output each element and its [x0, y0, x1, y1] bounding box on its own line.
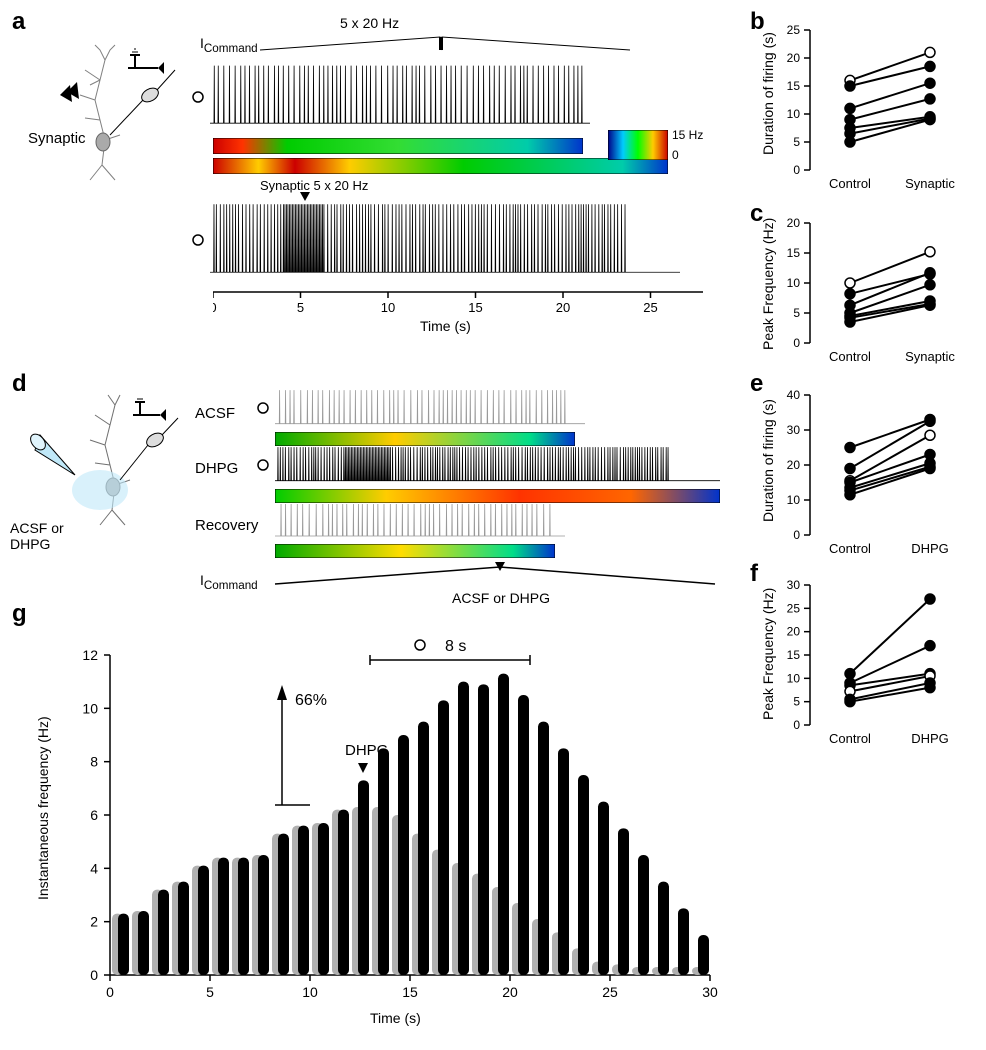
panel-a-xlabel: Time (s) [420, 318, 471, 334]
svg-text:20: 20 [787, 216, 801, 230]
dhpg-trace-label: DHPG [195, 460, 238, 477]
svg-text:5: 5 [793, 135, 800, 149]
icommand-label-d: ICommand [200, 572, 258, 592]
svg-text:30: 30 [787, 423, 801, 437]
spike-trace-dhpg [255, 445, 725, 487]
svg-text:20: 20 [787, 51, 801, 65]
svg-text:0: 0 [90, 967, 98, 983]
svg-text:5: 5 [297, 300, 304, 315]
spike-trace-recovery [255, 502, 725, 542]
svg-text:Control: Control [829, 349, 871, 364]
panel-c-plot: 0 5 10 15 20 Control Synaptic [775, 215, 975, 365]
svg-text:15: 15 [787, 246, 801, 260]
panel-g-barchart: 0 2 4 6 8 10 12 0 5 10 15 20 25 30 8 s 66% DHPG [50, 625, 730, 1025]
panel-b-plot: 0 5 10 15 20 25 Control Synaptic [775, 20, 975, 190]
svg-text:10: 10 [787, 493, 801, 507]
svg-text:12: 12 [82, 647, 98, 663]
panel-e-plot: 0 10 20 30 40 Control DHPG [775, 385, 975, 555]
svg-text:0: 0 [793, 528, 800, 542]
svg-text:25: 25 [787, 601, 801, 615]
svg-text:0: 0 [793, 718, 800, 732]
svg-text:Synaptic: Synaptic [905, 349, 955, 364]
svg-text:10: 10 [381, 300, 395, 315]
svg-text:10: 10 [787, 276, 801, 290]
svg-text:15: 15 [787, 648, 801, 662]
svg-text:Control: Control [829, 176, 871, 190]
heatmap-dhpg [275, 489, 720, 503]
colorbar-max: 15 Hz [672, 128, 703, 142]
panel-a-neuron-schematic [30, 40, 180, 190]
svg-text:Control: Control [829, 731, 871, 745]
svg-text:5: 5 [793, 306, 800, 320]
panel-label-f: f [750, 560, 758, 588]
panel-f-ylabel: Peak Frequency (Hz) [760, 588, 776, 720]
stim-5x20hz-label: 5 x 20 Hz [340, 15, 399, 31]
svg-text:0: 0 [213, 300, 217, 315]
panel-g-ylabel: Instantaneous frequency (Hz) [35, 716, 51, 900]
colorbar-min: 0 [672, 148, 679, 162]
heatmap-1 [213, 138, 583, 154]
acsf-or-dhpg-puff: ACSF or DHPG [452, 590, 550, 606]
acsf-trace-label: ACSF [195, 405, 235, 422]
svg-text:10: 10 [302, 984, 318, 1000]
spike-trace-1 [190, 62, 700, 134]
icommand-ramp-d [270, 562, 730, 590]
svg-text:10: 10 [787, 671, 801, 685]
icommand-ramp-a [200, 35, 690, 60]
svg-text:30: 30 [787, 578, 801, 592]
svg-text:25: 25 [602, 984, 618, 1000]
annotation-66pct: 66% [295, 692, 327, 709]
synaptic-5x20-label: Synaptic 5 x 20 Hz [260, 178, 368, 193]
svg-text:DHPG: DHPG [911, 541, 949, 555]
svg-text:0: 0 [793, 163, 800, 177]
svg-text:0: 0 [793, 336, 800, 350]
svg-text:20: 20 [502, 984, 518, 1000]
heatmap-2 [213, 158, 668, 174]
panel-a-xaxis: 0 5 10 15 20 25 [213, 290, 703, 320]
svg-text:5: 5 [793, 695, 800, 709]
svg-text:25: 25 [787, 23, 801, 37]
svg-text:2: 2 [90, 914, 98, 930]
svg-text:4: 4 [90, 860, 98, 876]
heatmap-acsf [275, 432, 575, 446]
svg-text:Control: Control [829, 541, 871, 555]
svg-text:DHPG: DHPG [911, 731, 949, 745]
svg-text:5: 5 [206, 984, 214, 1000]
svg-text:20: 20 [787, 458, 801, 472]
svg-text:15: 15 [787, 79, 801, 93]
svg-text:40: 40 [787, 388, 801, 402]
panel-label-g: g [12, 600, 27, 628]
svg-text:15: 15 [468, 300, 482, 315]
synaptic-label: Synaptic [28, 130, 86, 147]
svg-text:20: 20 [787, 625, 801, 639]
panel-f-plot: 0 5 10 15 20 25 30 Control DHPG [775, 575, 975, 745]
svg-text:25: 25 [643, 300, 657, 315]
svg-text:10: 10 [787, 107, 801, 121]
svg-text:Synaptic: Synaptic [905, 176, 955, 190]
panel-b-ylabel: Duration of firing (s) [760, 32, 776, 155]
panel-label-e: e [750, 370, 763, 398]
spike-trace-acsf [255, 388, 725, 430]
colorbar [608, 130, 668, 160]
svg-text:30: 30 [702, 984, 718, 1000]
acsf-dhpg-schematic-label: ACSF or DHPG [10, 520, 64, 552]
recovery-trace-label: Recovery [195, 517, 258, 534]
dhpg-arrow-label: DHPG [345, 742, 388, 759]
svg-text:10: 10 [82, 700, 98, 716]
svg-text:6: 6 [90, 807, 98, 823]
svg-text:0: 0 [106, 984, 114, 1000]
panel-c-ylabel: Peak Frequency (Hz) [760, 218, 776, 350]
panel-label-a: a [12, 8, 25, 36]
annotation-8s: 8 s [445, 638, 466, 655]
heatmap-recovery [275, 544, 555, 558]
panel-g-xlabel: Time (s) [370, 1010, 421, 1026]
spike-trace-2 [190, 200, 700, 285]
svg-text:20: 20 [556, 300, 570, 315]
svg-text:15: 15 [402, 984, 418, 1000]
svg-text:8: 8 [90, 754, 98, 770]
panel-e-ylabel: Duration of firing (s) [760, 399, 776, 522]
